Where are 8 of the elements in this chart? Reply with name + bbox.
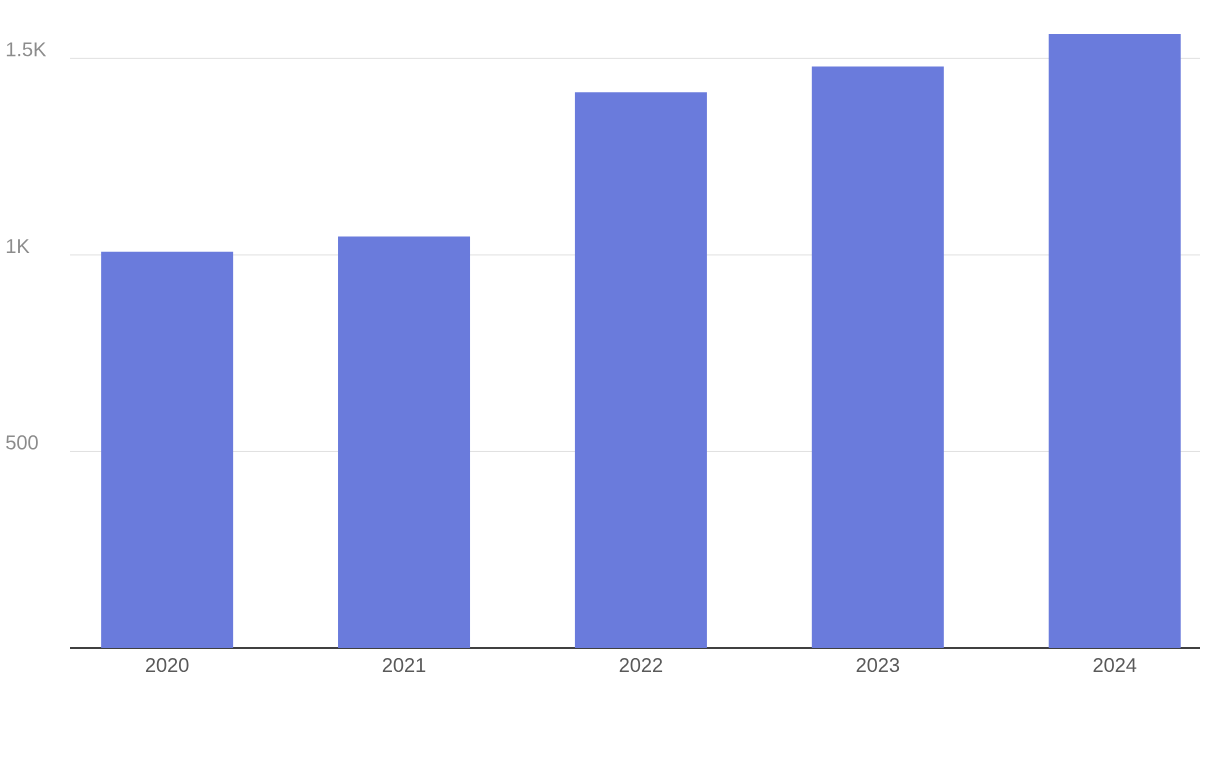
y-tick-label: 1.5K bbox=[6, 42, 47, 57]
x-tick-label: 2022 bbox=[619, 658, 663, 673]
y-tick-label: 1K bbox=[6, 239, 30, 253]
x-tick-label: 2020 bbox=[145, 658, 189, 673]
x-tick-label: 2021 bbox=[382, 658, 426, 673]
x-tick-label: 2023 bbox=[856, 658, 900, 673]
y-tick-label: 500 bbox=[6, 435, 38, 450]
x-tick-label: 2024 bbox=[1093, 658, 1137, 673]
